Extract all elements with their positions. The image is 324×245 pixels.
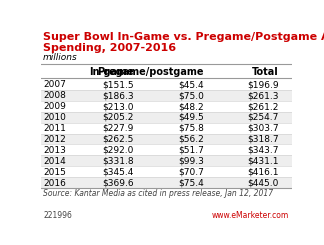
Text: 221996: 221996 (43, 211, 72, 220)
Text: Spending, 2007-2016: Spending, 2007-2016 (43, 43, 176, 53)
Text: $227.9: $227.9 (102, 124, 133, 133)
Text: $196.9: $196.9 (248, 80, 279, 89)
Text: $345.4: $345.4 (102, 168, 133, 177)
Text: $151.5: $151.5 (102, 80, 133, 89)
Bar (40, 90, 292, 101)
Text: $75.0: $75.0 (178, 91, 204, 100)
Text: $205.2: $205.2 (102, 113, 133, 122)
Text: $292.0: $292.0 (102, 146, 133, 155)
Text: $75.4: $75.4 (178, 179, 204, 188)
Text: Source: Kantar Media as cited in press release, Jan 12, 2017: Source: Kantar Media as cited in press r… (43, 189, 273, 198)
Text: $343.7: $343.7 (248, 146, 279, 155)
Text: $254.7: $254.7 (248, 113, 279, 122)
Text: $186.3: $186.3 (102, 91, 133, 100)
Text: 2008: 2008 (43, 91, 66, 100)
Text: 2014: 2014 (43, 157, 66, 166)
Text: $213.0: $213.0 (102, 102, 133, 111)
Text: 2013: 2013 (43, 146, 66, 155)
Text: 2016: 2016 (43, 179, 66, 188)
Text: $48.2: $48.2 (178, 102, 204, 111)
Bar (40, 134, 292, 145)
Text: $99.3: $99.3 (178, 157, 204, 166)
Text: $369.6: $369.6 (102, 179, 133, 188)
Text: $261.2: $261.2 (248, 102, 279, 111)
Text: $70.7: $70.7 (178, 168, 204, 177)
Text: 2009: 2009 (43, 102, 66, 111)
Text: $303.7: $303.7 (248, 124, 279, 133)
Text: $331.8: $331.8 (102, 157, 133, 166)
Text: 2015: 2015 (43, 168, 66, 177)
Text: 2011: 2011 (43, 124, 66, 133)
Text: 2012: 2012 (43, 135, 66, 144)
Bar (40, 155, 292, 166)
Text: www.eMarketer.com: www.eMarketer.com (212, 211, 289, 220)
Text: $318.7: $318.7 (248, 135, 279, 144)
Text: Super Bowl In-Game vs. Pregame/Postgame Ad: Super Bowl In-Game vs. Pregame/Postgame … (43, 32, 324, 42)
Text: $75.8: $75.8 (178, 124, 204, 133)
Bar (40, 112, 292, 122)
Text: In-game: In-game (89, 67, 133, 77)
Text: 2007: 2007 (43, 80, 66, 89)
Text: $261.3: $261.3 (248, 91, 279, 100)
Text: $262.5: $262.5 (102, 135, 133, 144)
Text: $56.2: $56.2 (178, 135, 204, 144)
Text: Total: Total (252, 67, 279, 77)
Text: $45.4: $45.4 (178, 80, 204, 89)
Text: 2010: 2010 (43, 113, 66, 122)
Text: millions: millions (43, 53, 78, 62)
Text: $445.0: $445.0 (248, 179, 279, 188)
Text: $49.5: $49.5 (178, 113, 204, 122)
Text: $51.7: $51.7 (178, 146, 204, 155)
Text: $416.1: $416.1 (248, 168, 279, 177)
Text: $431.1: $431.1 (248, 157, 279, 166)
Text: Pregame/postgame: Pregame/postgame (97, 67, 204, 77)
Bar (40, 177, 292, 188)
